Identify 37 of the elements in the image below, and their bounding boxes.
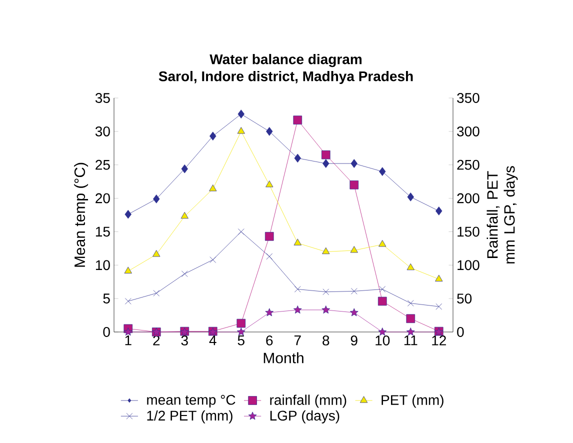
y2-axis-title: Rainfall, PET mm LGP, days [486, 166, 518, 264]
x-tick-label: 12 [432, 336, 446, 346]
y-tick-label: 35 [95, 93, 110, 103]
y2-tick-label: 250 [457, 160, 480, 170]
y2-tick-label: 150 [458, 226, 480, 237]
y-tick-label: 15 [96, 226, 110, 237]
x-tick-label: 9 [350, 336, 358, 346]
y-axis-title: Mean temp (°C) [74, 162, 88, 267]
y-tick-label: 5 [103, 294, 110, 304]
y-tick-label: 30 [95, 126, 110, 136]
x-tick-label: 11 [404, 336, 418, 346]
legend-label: mean temp °C [147, 394, 236, 408]
legend-label: LGP (days) [270, 410, 340, 424]
y-tick-label: 25 [96, 160, 110, 170]
y2-tick-label: 50 [457, 294, 472, 304]
x-tick-label: 4 [209, 336, 216, 346]
y2-tick-label: 350 [457, 93, 480, 103]
x-tick-label: 5 [238, 336, 244, 346]
y2-tick-label: 200 [457, 193, 480, 204]
x-tick-label: 1 [125, 336, 132, 346]
legend-label: rainfall (mm) [270, 394, 346, 408]
chart-subtitle: Sarol, Indore district, Madhya Pradesh [158, 70, 413, 84]
y2-tick-label: 300 [457, 126, 480, 136]
y2-tick-label: 100 [458, 260, 480, 270]
y2-tick-label: 0 [457, 327, 464, 337]
y-tick-label: 10 [96, 260, 110, 270]
legend-label: 1/2 PET (mm) [147, 410, 232, 424]
legend-label: PET (mm) [382, 394, 444, 408]
x-tick-label: 10 [376, 336, 390, 346]
x-axis-title: Month [264, 352, 304, 364]
x-tick-label: 7 [294, 336, 301, 346]
x-tick-label: 8 [322, 336, 330, 346]
x-tick-label: 6 [266, 336, 273, 346]
x-tick-label: 3 [181, 336, 188, 346]
chart-title: Water balance diagram [210, 54, 362, 68]
y-tick-label: 0 [103, 327, 110, 337]
y-tick-label: 20 [96, 193, 110, 204]
